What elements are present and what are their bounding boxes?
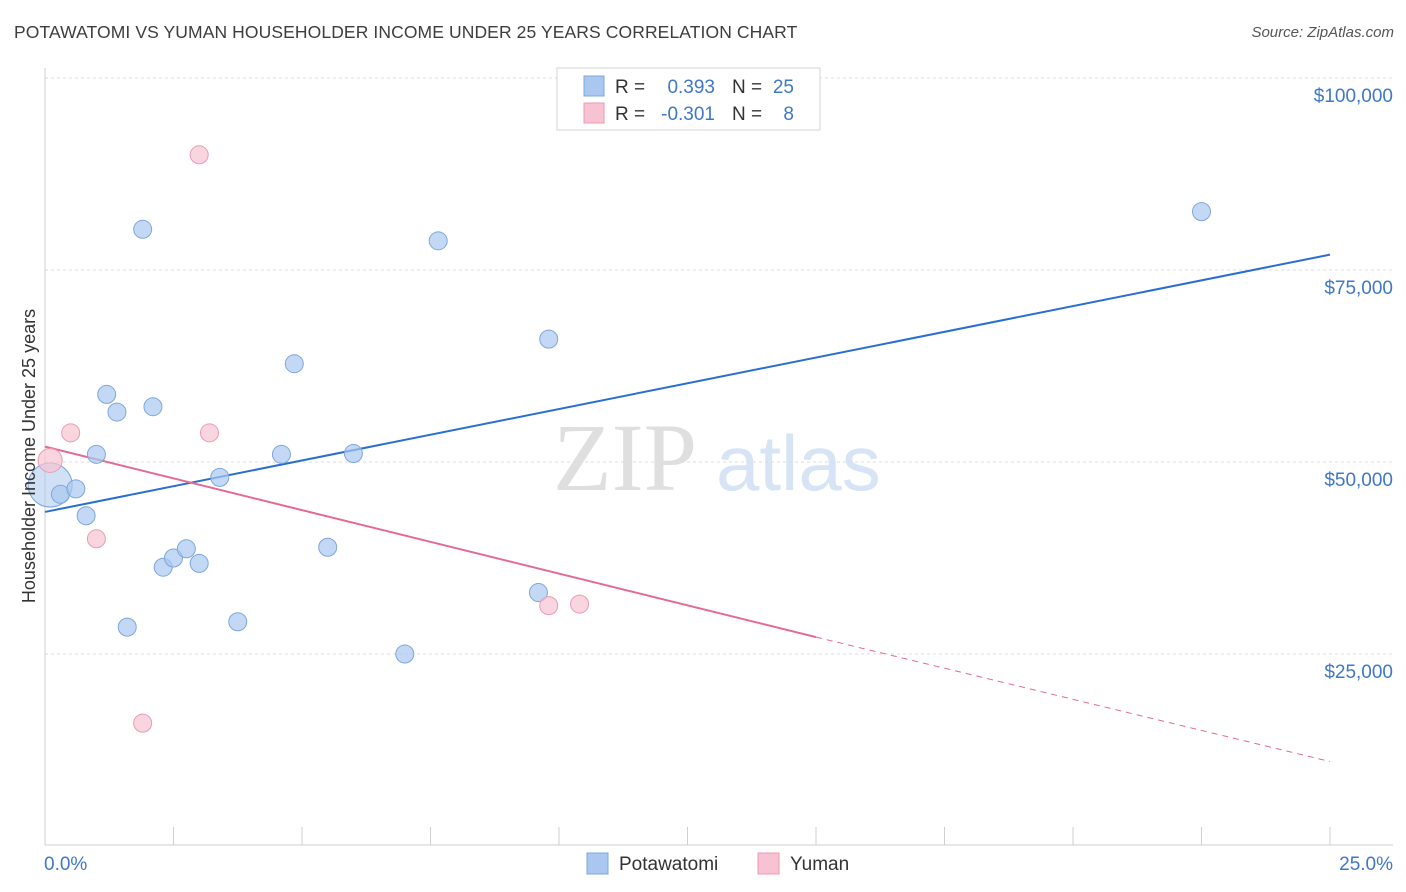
point-potawatomi	[189, 553, 209, 573]
point-potawatomi	[1192, 202, 1211, 222]
point-yuman	[199, 423, 219, 443]
source-credit: Source: ZipAtlas.com	[1251, 24, 1394, 41]
y-axis-label: Householder Income Under 25 years	[19, 309, 39, 603]
potawatomi-n-value: 25	[773, 77, 794, 98]
y-tick-labels: $25,000 $50,000 $75,000 $100,000	[1314, 86, 1393, 683]
point-potawatomi	[318, 537, 338, 557]
trend-line-extension-yuman	[815, 636, 1331, 763]
y-tick-label: $25,000	[1324, 662, 1393, 683]
point-yuman	[61, 423, 81, 443]
point-yuman	[86, 529, 106, 549]
trend-line-yuman	[44, 445, 817, 639]
yuman-n-label: N =	[732, 104, 762, 125]
x-tick-label-max: 25.0%	[1339, 854, 1393, 875]
point-potawatomi	[395, 644, 415, 664]
point-potawatomi	[271, 444, 291, 464]
data-points	[27, 145, 1211, 733]
point-yuman	[133, 713, 153, 733]
point-yuman	[189, 145, 209, 165]
point-potawatomi	[228, 612, 248, 632]
point-potawatomi	[164, 548, 183, 568]
legend-potawatomi-swatch	[586, 852, 609, 875]
point-potawatomi	[133, 219, 153, 239]
legend-yuman-label: Yuman	[790, 854, 849, 875]
trend-lines	[44, 253, 1331, 763]
x-tick-label-min: 0.0%	[44, 854, 87, 875]
potawatomi-swatch	[583, 75, 605, 97]
point-potawatomi	[76, 506, 96, 526]
potawatomi-r-value: 0.393	[667, 77, 715, 98]
point-potawatomi	[528, 583, 548, 603]
point-yuman	[539, 596, 559, 616]
point-potawatomi	[117, 617, 137, 637]
point-potawatomi	[343, 444, 363, 464]
potawatomi-r-label: R =	[615, 77, 645, 98]
x-ticks	[44, 827, 1331, 845]
point-potawatomi	[107, 402, 127, 422]
point-potawatomi	[143, 397, 163, 417]
point-potawatomi	[284, 354, 304, 374]
point-potawatomi	[176, 539, 196, 559]
yuman-n-value: 8	[783, 104, 794, 125]
legend-potawatomi-label: Potawatomi	[619, 854, 718, 875]
watermark-zip: ZIP	[553, 404, 697, 511]
watermark-atlas: atlas	[716, 419, 881, 507]
yuman-r-value: -0.301	[661, 104, 715, 125]
series-legend: Potawatomi Yuman	[586, 852, 849, 875]
point-yuman	[570, 594, 590, 614]
point-potawatomi	[210, 467, 230, 487]
y-tick-label: $50,000	[1324, 470, 1393, 491]
legend-yuman-swatch	[757, 852, 780, 875]
yuman-swatch	[583, 102, 605, 124]
point-potawatomi	[539, 329, 559, 349]
y-tick-label: $75,000	[1324, 278, 1393, 299]
point-potawatomi	[428, 231, 448, 251]
point-yuman	[37, 447, 63, 473]
stats-legend: R = 0.393 N = 25 R = -0.301 N = 8	[556, 67, 821, 131]
point-potawatomi	[86, 444, 106, 464]
chart-title: POTAWATOMI VS YUMAN HOUSEHOLDER INCOME U…	[14, 22, 798, 42]
yuman-r-label: R =	[615, 104, 645, 125]
y-tick-label: $100,000	[1314, 86, 1393, 107]
watermark: ZIP atlas	[553, 404, 881, 511]
point-potawatomi	[66, 479, 86, 499]
grid-lines	[45, 77, 1393, 655]
potawatomi-n-label: N =	[732, 77, 762, 98]
trend-line-potawatomi	[44, 253, 1331, 513]
point-potawatomi	[97, 384, 117, 404]
